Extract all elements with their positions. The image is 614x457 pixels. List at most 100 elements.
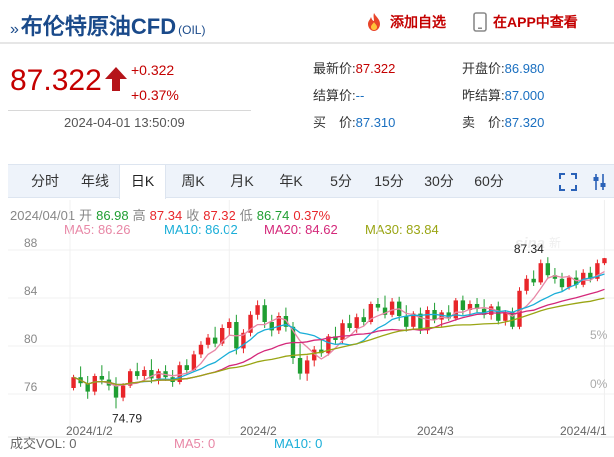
candle <box>545 257 551 278</box>
max-price-label: 87.34 <box>514 242 544 256</box>
candle-body <box>227 322 232 328</box>
candle-body <box>404 316 409 327</box>
open-in-app-label: 在APP中查看 <box>493 14 578 30</box>
svg-text:sina: sina <box>515 235 545 252</box>
prev-settle-value: 87.000 <box>504 88 545 103</box>
candle-body <box>361 317 366 322</box>
x-tick-label: 2024/1/2 <box>66 424 113 438</box>
candle-body <box>99 376 105 380</box>
candle <box>85 376 90 399</box>
ma10-line <box>73 273 605 386</box>
prev-settle-row: 昨结算:87.000 <box>462 85 544 104</box>
candle-body <box>220 328 225 344</box>
candle <box>517 287 522 330</box>
candle-body <box>531 278 536 283</box>
phone-icon <box>473 12 487 32</box>
tab-60min[interactable]: 60分 <box>474 173 504 189</box>
candle <box>375 298 381 312</box>
settings-sliders-icon[interactable] <box>593 173 607 191</box>
candle <box>248 311 253 337</box>
tab-yearly-k[interactable]: 年K <box>279 173 303 189</box>
tab-daily-k[interactable]: 日K <box>119 165 166 199</box>
candle <box>198 341 204 358</box>
candle-body <box>411 313 416 327</box>
tab-5min[interactable]: 5分 <box>330 173 352 189</box>
candle-body <box>545 263 551 276</box>
volume-legend: 成交VOL: 0 MA5: 0 MA10: 0 <box>10 436 322 451</box>
candle-body <box>142 370 147 376</box>
divider <box>8 110 251 111</box>
open-in-app-button[interactable]: 在APP中查看 <box>473 12 578 32</box>
candle <box>135 362 140 380</box>
candle-body <box>135 371 140 376</box>
candle-body <box>382 307 388 315</box>
candle-body <box>276 316 282 331</box>
tab-30min[interactable]: 30分 <box>424 173 454 189</box>
candle <box>191 350 197 372</box>
fullscreen-icon[interactable] <box>559 173 577 191</box>
candle <box>227 318 232 336</box>
candle <box>481 299 487 319</box>
candle-body <box>262 305 267 322</box>
candle <box>113 377 119 409</box>
candle <box>361 308 366 326</box>
candle-body <box>149 370 154 379</box>
moving-average-lines <box>73 271 605 387</box>
candle <box>559 272 565 291</box>
double-chevron-icon: » <box>10 21 19 38</box>
candle-body <box>191 354 197 370</box>
tab-yearline[interactable]: 年线 <box>81 173 109 189</box>
tab-timeshare[interactable]: 分时 <box>31 173 59 189</box>
low-label: 低 <box>239 208 253 223</box>
settle-price-label: 结算价: <box>313 88 356 103</box>
candle-body <box>312 349 317 361</box>
candle <box>389 298 395 318</box>
x-tick-label: 2024/4/1 <box>560 424 607 438</box>
candle <box>127 368 133 388</box>
candle <box>120 383 126 402</box>
latest-price-label: 最新价: <box>313 61 356 76</box>
ma10-value: MA10: 86.02 <box>164 222 238 237</box>
add-favorite-button[interactable]: 添加自选 <box>364 12 446 32</box>
candle-body <box>354 317 359 328</box>
volume-value: 成交VOL: 0 <box>10 436 76 451</box>
candle <box>347 314 352 332</box>
y-tick-label: 80 <box>24 332 38 346</box>
candle-body <box>92 376 97 392</box>
candle <box>489 304 494 320</box>
bar-close: 87.32 <box>203 208 236 223</box>
sell-price-value: 87.320 <box>504 115 545 130</box>
candle-body <box>248 314 253 333</box>
candle <box>156 368 161 385</box>
candle <box>142 366 147 380</box>
candle-body <box>474 304 480 309</box>
candle-body <box>418 313 423 331</box>
candle-body <box>113 385 119 398</box>
add-favorite-label: 添加自选 <box>390 14 446 30</box>
candle-body <box>319 349 324 354</box>
candle-body <box>481 308 487 315</box>
candle-body <box>425 310 430 331</box>
page-title-code: (OIL) <box>178 23 206 37</box>
bar-pct: 0.37% <box>293 208 331 223</box>
high-label: 高 <box>132 208 146 223</box>
chart-panel: 分时 年线 日K 周K 月K 年K 5分 15分 30分 60分 2024/04… <box>8 160 614 457</box>
bar-open: 86.98 <box>96 208 129 223</box>
tab-weekly-k[interactable]: 周K <box>181 173 205 189</box>
min-price-label: 74.79 <box>112 411 142 425</box>
tab-monthly-k[interactable]: 月K <box>230 173 254 189</box>
candle <box>276 312 282 334</box>
candle-body <box>212 337 218 344</box>
candle <box>234 314 239 355</box>
candle-body <box>269 322 274 331</box>
candle <box>531 270 536 286</box>
candle-body <box>255 305 260 315</box>
candle <box>177 361 182 385</box>
candle <box>205 334 211 349</box>
tab-15min[interactable]: 15分 <box>374 173 404 189</box>
candle-body <box>602 258 607 264</box>
close-label: 收 <box>186 208 200 223</box>
candle-body <box>503 312 508 321</box>
candlestick-chart[interactable]: sina 新 76 80 84 88 5% 0% 2024/1/2 2024/2 2024/3 2… <box>8 160 614 457</box>
candle <box>340 319 345 344</box>
